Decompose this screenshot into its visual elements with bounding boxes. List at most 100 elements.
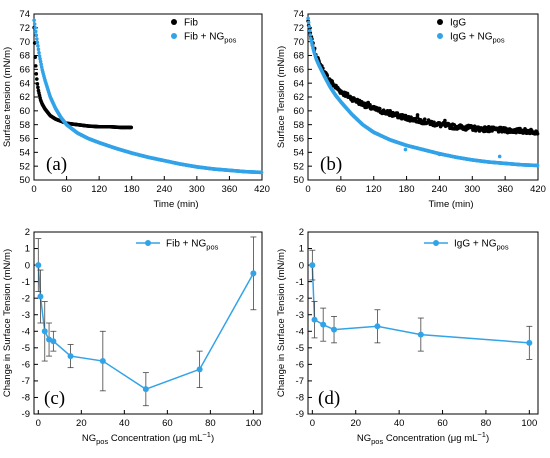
plot-frame — [307, 231, 539, 415]
x-tick-label: 120 — [91, 184, 107, 195]
y-tick-label: -5 — [22, 343, 30, 354]
data-point — [99, 358, 106, 365]
legend-label: IgG — [450, 18, 466, 29]
data-point — [306, 16, 310, 21]
x-tick-label: 0 — [36, 418, 41, 429]
legend: IgG + NGpos — [424, 239, 509, 252]
legend-label: Fib — [184, 18, 198, 29]
x-tick-label: 100 — [521, 418, 537, 429]
y-tick-label: 50 — [19, 175, 30, 186]
x-tick-label: 80 — [481, 418, 492, 429]
panel-label: (b) — [320, 154, 342, 175]
y-tick-label: 64 — [19, 78, 30, 89]
series-0 — [32, 25, 134, 130]
data-point — [37, 54, 42, 58]
legend-label: IgG + NGpos — [454, 239, 509, 252]
x-tick-label: 300 — [464, 184, 480, 195]
x-tick-label: 60 — [162, 418, 173, 429]
x-tick-label: 360 — [497, 184, 513, 195]
legend: Fib + NGpos — [136, 239, 219, 252]
x-tick-label: 80 — [205, 418, 216, 429]
y-tick-label: 74 — [19, 9, 30, 20]
y-tick-label: 74 — [293, 9, 304, 20]
x-tick-label: 240 — [156, 184, 172, 195]
data-point — [403, 113, 408, 118]
data-point — [311, 316, 318, 323]
x-tick-label: 40 — [119, 418, 130, 429]
data-point — [415, 113, 420, 117]
series-0 — [309, 249, 533, 360]
y-axis-title: Surface Tension (mN/m) — [276, 46, 287, 148]
y-tick-label: -1 — [296, 277, 304, 288]
x-tick-label: 0 — [310, 418, 315, 429]
data-point — [35, 82, 40, 86]
y-tick-label: 56 — [19, 134, 30, 145]
data-point — [378, 106, 382, 111]
y-tick-label: -3 — [22, 310, 30, 321]
data-point — [388, 109, 392, 113]
y-tick-label: -4 — [296, 326, 304, 337]
x-tick-label: 240 — [431, 184, 447, 195]
data-point — [50, 338, 57, 345]
x-tick-label: 60 — [336, 184, 347, 195]
data-point — [37, 293, 44, 300]
data-point — [35, 37, 39, 41]
legend-marker — [171, 33, 177, 39]
y-tick-label: 0 — [25, 260, 30, 271]
y-tick-label: 54 — [293, 148, 304, 159]
legend-marker — [437, 19, 443, 25]
data-point — [33, 25, 37, 30]
x-tick-label: 300 — [189, 184, 205, 195]
x-tick-label: 420 — [254, 184, 270, 195]
panel-label: (a) — [46, 154, 67, 175]
x-tick-label: 60 — [437, 418, 448, 429]
data-point — [33, 29, 38, 34]
series-1 — [306, 16, 540, 168]
data-point — [33, 55, 37, 60]
data-point — [36, 47, 41, 52]
data-point — [37, 50, 41, 55]
y-axis-title: Change in Surface Tension (mN/m) — [2, 249, 13, 397]
y-tick-label: 70 — [293, 37, 304, 48]
y-tick-label: 72 — [293, 23, 304, 34]
data-point — [250, 270, 257, 277]
y-tick-label: -9 — [296, 409, 304, 420]
data-point — [535, 132, 540, 136]
data-point — [41, 328, 48, 335]
data-point — [36, 44, 40, 48]
data-point — [526, 339, 533, 346]
data-point — [39, 62, 43, 67]
data-point — [443, 118, 447, 123]
panel-a: 50 52 54 56 58 60 62 64 66 68 70 72 74 0 60 120 180 240 30… — [2, 9, 270, 210]
data-point — [33, 64, 38, 68]
data-point — [309, 262, 316, 269]
data-point — [308, 33, 313, 37]
x-tick-label: 0 — [31, 184, 36, 195]
x-tick-label: 420 — [530, 184, 546, 195]
data-point — [422, 117, 427, 122]
x-tick-label: 60 — [61, 184, 72, 195]
y-tick-label: 64 — [293, 78, 304, 89]
legend: IgG IgG + NGpos — [437, 18, 505, 45]
data-point — [320, 321, 327, 328]
x-tick-label: 0 — [305, 184, 310, 195]
panel-b: 50 52 54 56 58 60 62 64 66 68 70 72 74 0 60 120 180 240 30… — [276, 9, 546, 210]
y-tick-label: -9 — [22, 409, 30, 420]
legend-label: Fib + NGpos — [184, 32, 237, 45]
data-point — [34, 72, 39, 76]
y-tick-label: -2 — [22, 293, 30, 304]
y-tick-label: 2 — [299, 227, 304, 238]
data-point — [259, 170, 264, 175]
data-point — [366, 100, 371, 105]
data-point — [36, 85, 40, 90]
y-tick-label: 58 — [19, 120, 30, 131]
y-tick-label: 1 — [25, 244, 30, 255]
y-tick-label: 52 — [19, 161, 30, 172]
legend-label: IgG + NGpos — [450, 32, 505, 45]
data-point — [535, 163, 540, 168]
data-point — [38, 59, 43, 64]
data-point — [38, 57, 42, 61]
y-tick-label: -4 — [22, 326, 30, 337]
data-point — [34, 33, 39, 38]
